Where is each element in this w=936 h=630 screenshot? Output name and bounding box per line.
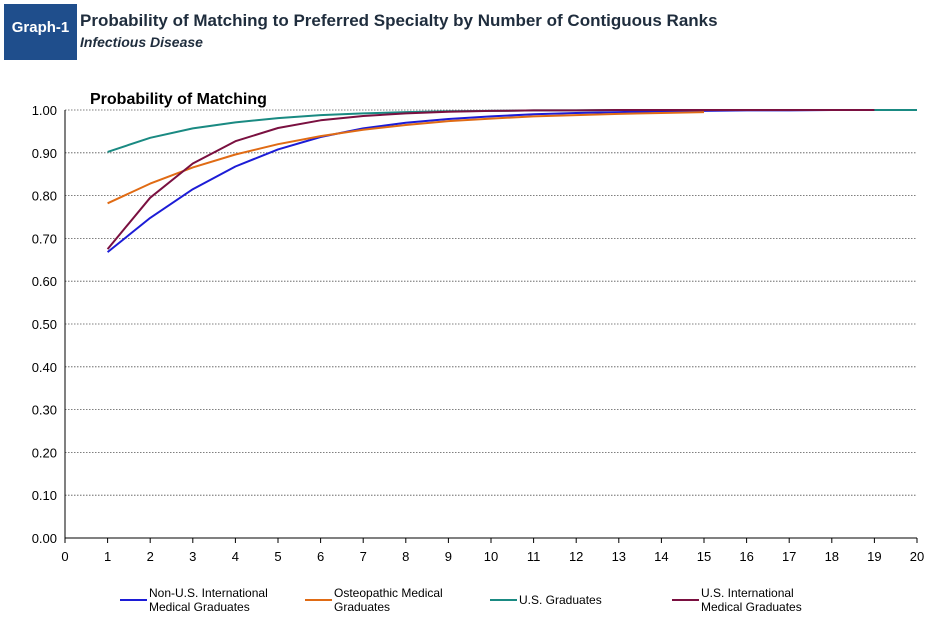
y-tick-label: 0.20 xyxy=(32,445,57,460)
legend-label: Graduates xyxy=(334,600,390,614)
series-line xyxy=(106,109,875,253)
x-tick-label: 14 xyxy=(654,549,668,564)
chart-subtitle: Infectious Disease xyxy=(80,34,203,50)
grid-lines xyxy=(65,109,917,496)
axes xyxy=(64,110,918,543)
series-lines xyxy=(106,109,917,253)
x-tick-label: 16 xyxy=(739,549,753,564)
series-line xyxy=(106,109,875,250)
y-tick-label: 0.40 xyxy=(32,360,57,375)
x-tick-label: 3 xyxy=(189,549,196,564)
y-tick-label: 0.70 xyxy=(32,231,57,246)
x-tick-label: 5 xyxy=(274,549,281,564)
legend-label: Non-U.S. International xyxy=(149,586,268,600)
y-tick-label: 0.80 xyxy=(32,189,57,204)
x-tick-label: 9 xyxy=(445,549,452,564)
x-tick-label: 12 xyxy=(569,549,583,564)
x-tick-label: 2 xyxy=(147,549,154,564)
y-tick-label: 0.10 xyxy=(32,488,57,503)
y-tick-label: 0.50 xyxy=(32,317,57,332)
x-tick-label: 4 xyxy=(232,549,239,564)
y-tick-label: 0.60 xyxy=(32,274,57,289)
legend-label: Osteopathic Medical xyxy=(334,586,443,600)
y-axis-title: Probability of Matching xyxy=(90,91,267,108)
x-tick-label: 20 xyxy=(910,549,924,564)
graph-badge: Graph-1 xyxy=(4,4,77,60)
x-tick-label: 15 xyxy=(697,549,711,564)
legend-label: U.S. Graduates xyxy=(519,593,602,607)
y-tick-label: 0.30 xyxy=(32,403,57,418)
legend-label: Medical Graduates xyxy=(701,600,802,614)
x-tick-labels: 0 1 2 3 4 5 6 7 8 9 10 11 12 13 14 15 16 17 18 19 20 xyxy=(61,549,924,564)
y-tick-label: 0.90 xyxy=(32,146,57,161)
y-tick-label: 0.00 xyxy=(32,531,57,546)
series-line xyxy=(107,111,705,205)
x-tick-label: 13 xyxy=(612,549,626,564)
y-tick-label: 1.00 xyxy=(32,103,57,118)
legend-label: Medical Graduates xyxy=(149,600,250,614)
legend-label: U.S. International xyxy=(701,586,794,600)
x-tick-label: 18 xyxy=(825,549,839,564)
x-tick-label: 0 xyxy=(61,549,68,564)
x-tick-label: 1 xyxy=(104,549,111,564)
y-tick-labels: 0.00 0.10 0.20 0.30 0.40 0.50 0.60 0.70 0.80 0.90… xyxy=(32,103,57,546)
x-tick-label: 10 xyxy=(484,549,498,564)
x-tick-label: 6 xyxy=(317,549,324,564)
x-tick-label: 19 xyxy=(867,549,881,564)
x-tick-label: 7 xyxy=(360,549,367,564)
x-tick-label: 17 xyxy=(782,549,796,564)
x-tick-label: 8 xyxy=(402,549,409,564)
x-tick-label: 11 xyxy=(527,549,541,564)
chart-title: Probability of Matching to Preferred Spe… xyxy=(80,11,718,30)
